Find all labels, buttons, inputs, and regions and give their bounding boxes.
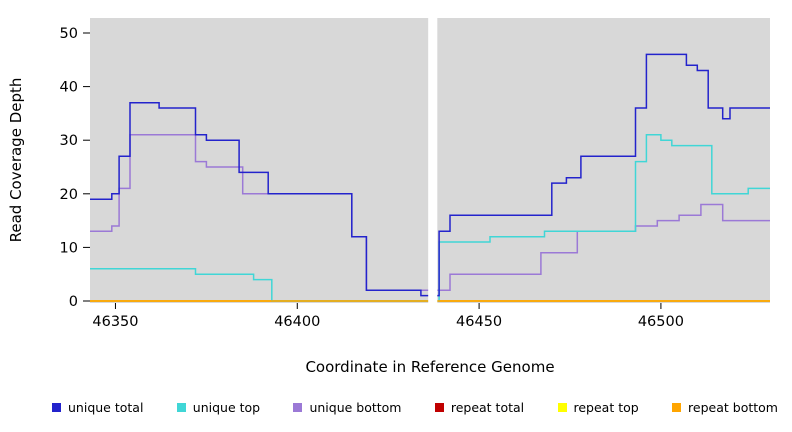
axis-layer: 46350 46400 46450 46500 0 10 20 30 40 50 <box>60 26 684 330</box>
x-tick-label: 46350 <box>92 314 138 330</box>
y-tick-label: 10 <box>60 240 78 256</box>
x-tick-label: 46450 <box>456 314 502 330</box>
x-tick-label: 46400 <box>274 314 320 330</box>
legend-item-unique-top: unique top <box>176 400 261 415</box>
legend-label: unique bottom <box>309 400 402 415</box>
legend-item-repeat-total: repeat total <box>434 400 525 415</box>
y-tick-label: 30 <box>60 133 78 149</box>
legend-swatch <box>672 403 682 412</box>
legend-label: unique top <box>192 400 261 415</box>
legend-swatch <box>557 403 567 412</box>
y-tick-label: 20 <box>60 187 78 203</box>
legend-swatch <box>176 403 186 412</box>
legend-swatch <box>52 403 61 412</box>
legend-label: repeat top <box>573 400 639 415</box>
x-axis-title: Coordinate in Reference Genome <box>305 358 554 376</box>
assembly-gap <box>428 18 438 303</box>
legend-swatch <box>293 403 303 412</box>
x-tick-label: 46500 <box>638 314 684 330</box>
legend-item-repeat-top: repeat top <box>557 400 639 415</box>
legend-label: repeat total <box>450 400 525 415</box>
y-tick-label: 40 <box>60 80 78 96</box>
legend-swatch <box>434 403 444 412</box>
coverage-plot: 46350 46400 46450 46500 0 10 20 30 40 50 Read Cov… <box>7 18 770 376</box>
y-tick-label: 0 <box>69 294 78 310</box>
series-unique-top <box>90 134 770 302</box>
y-tick-label: 50 <box>60 26 78 42</box>
legend-label: repeat bottom <box>688 400 778 415</box>
legend-label: unique total <box>68 400 144 415</box>
series-unique-total <box>90 53 770 297</box>
legend-item-unique-total: unique total <box>52 400 143 415</box>
legend-item-repeat-bottom: repeat bottom <box>672 400 778 415</box>
legend: unique total unique top unique bottom repea… <box>0 400 792 415</box>
y-axis-title: Read Coverage Depth <box>7 78 25 243</box>
legend-item-unique-bottom: unique bottom <box>293 400 402 415</box>
